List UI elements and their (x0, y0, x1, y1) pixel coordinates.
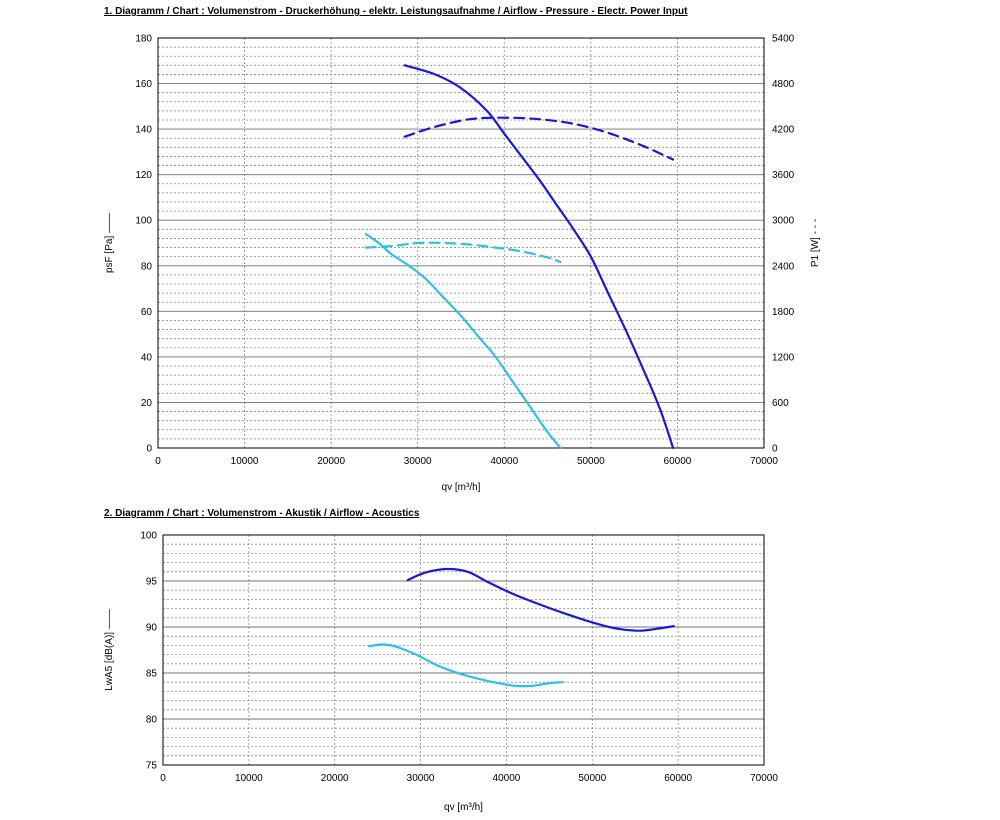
chart-1-x-tick-label: 10000 (231, 456, 259, 467)
chart-1-x-tick-label: 70000 (750, 456, 778, 467)
chart-2-x-tick-label: 70000 (750, 773, 778, 784)
chart-1-light-solid-curve (364, 232, 562, 450)
chart-2-y-axis-label: LwA5 [dB(A)] —— (104, 609, 115, 691)
chart-1-plot-frame (157, 37, 765, 449)
chart-1-x-tick-label: 40000 (490, 456, 518, 467)
chart-1-dark-solid-curve (403, 64, 675, 450)
chart-1-y-tick-label: 0 (146, 444, 152, 455)
chart-1-y2-tick-label: 5400 (772, 34, 795, 45)
chart-1-y2-tick-label: 600 (772, 398, 789, 409)
chart-1-y-tick-label: 60 (141, 307, 153, 318)
chart-1-x-axis-label: qv [m³/h] (442, 482, 481, 493)
chart-2-y-tick-label: 75 (146, 761, 158, 772)
chart-2-y-tick-label: 100 (140, 531, 157, 542)
chart-2-x-axis-label: qv [m³/h] (444, 802, 483, 813)
chart-2-x-tick-label: 10000 (235, 773, 263, 784)
chart-1-y-tick-label: 180 (135, 34, 152, 45)
chart-1-y-tick-label: 20 (141, 398, 153, 409)
chart-2-plot-frame (162, 534, 765, 766)
chart-2-dark-solid-curve (406, 567, 675, 632)
chart-2-x-tick-label: 50000 (578, 773, 606, 784)
chart-1-y-axis-label: psF [Pa] —— (104, 213, 115, 273)
chart-1-x-tick-label: 0 (155, 456, 161, 467)
chart-1-light-power-dashed-curve (364, 241, 562, 264)
chart-2-x-tick-label: 40000 (493, 773, 521, 784)
chart-2-y-tick-label: 80 (146, 715, 158, 726)
chart-1-y2-tick-label: 3600 (772, 170, 795, 181)
chart-1-y-tick-label: 140 (135, 125, 152, 136)
chart-1-y2-tick-label: 1200 (772, 352, 795, 363)
chart-2-y-tick-label: 95 (146, 577, 158, 588)
chart-1-y-tick-label: 120 (135, 170, 152, 181)
chart-1-y2-tick-label: 0 (772, 444, 778, 455)
chart-2-title: 2. Diagramm / Chart : Volumenstrom - Aku… (104, 508, 420, 519)
chart-1-x-tick-label: 50000 (577, 456, 605, 467)
chart-2-light-solid-curve (368, 643, 564, 688)
chart-1-x-tick-label: 20000 (317, 456, 345, 467)
chart-1-y2-tick-label: 4200 (772, 125, 795, 136)
chart-2-x-tick-label: 20000 (321, 773, 349, 784)
chart-2-y-tick-label: 90 (146, 623, 158, 634)
chart-1-title: 1. Diagramm / Chart : Volumenstrom - Dru… (104, 6, 688, 17)
chart-1-y2-tick-label: 3000 (772, 216, 795, 227)
chart-1-y2-tick-label: 1800 (772, 307, 795, 318)
chart-1-dark-power-dashed-curve (403, 116, 675, 161)
chart-1-x-tick-label: 60000 (664, 456, 692, 467)
chart-2-y-tick-label: 85 (146, 669, 158, 680)
chart-1-y2-tick-label: 4800 (772, 79, 795, 90)
chart-1-y-tick-label: 80 (141, 261, 153, 272)
chart-1-y2-tick-label: 2400 (772, 261, 795, 272)
chart-1-y-tick-label: 160 (135, 79, 152, 90)
chart-1-y-tick-label: 40 (141, 352, 153, 363)
chart-2-x-tick-label: 60000 (664, 773, 692, 784)
chart-1-x-tick-label: 30000 (404, 456, 432, 467)
chart-1-y-tick-label: 100 (135, 216, 152, 227)
chart-2-x-tick-label: 30000 (407, 773, 435, 784)
chart-1-y2-axis-label: P1 [W] - - - (810, 219, 821, 267)
chart-2-x-tick-label: 0 (160, 773, 166, 784)
